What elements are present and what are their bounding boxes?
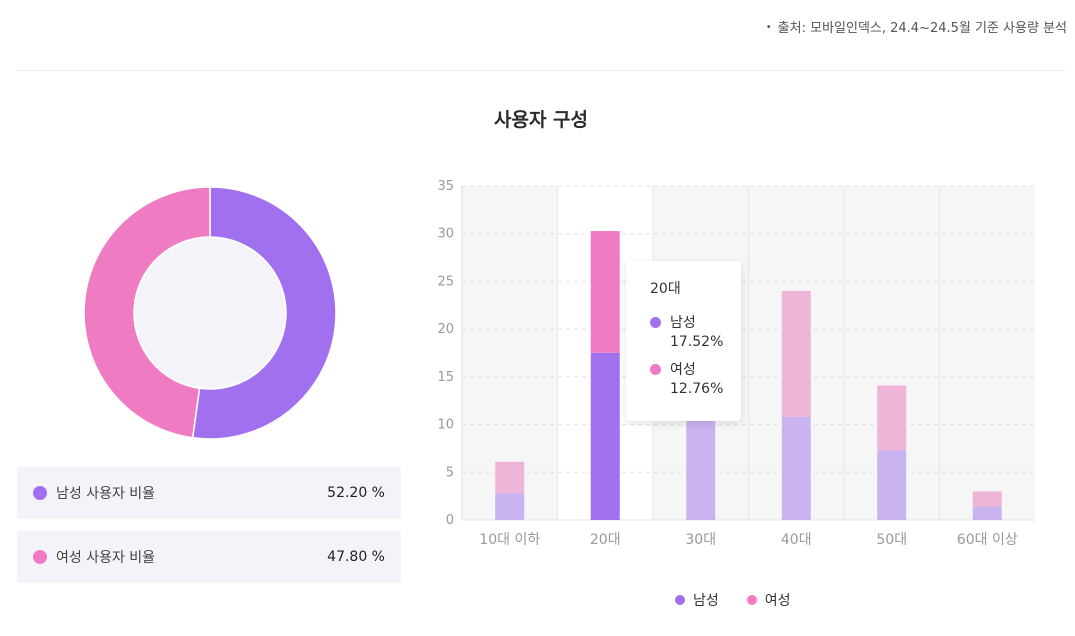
bar-male-6[interactable] bbox=[972, 506, 1002, 520]
bar-female-2[interactable] bbox=[590, 231, 620, 353]
bar-female-6[interactable] bbox=[972, 491, 1002, 507]
x-tick-label: 10대 이하 bbox=[479, 532, 540, 548]
tooltip-male-value: 17.52% bbox=[670, 334, 724, 350]
divider bbox=[17, 70, 1065, 71]
tooltip-row-female: 여성 bbox=[650, 359, 741, 379]
y-tick-label: 30 bbox=[437, 227, 454, 242]
gender-donut-chart bbox=[83, 186, 337, 440]
male-ratio-box: 남성 사용자 비율 52.20 % bbox=[17, 467, 401, 519]
legend-item-female[interactable]: 여성 bbox=[746, 590, 791, 610]
bar-male-1[interactable] bbox=[495, 493, 525, 520]
bar-male-3[interactable] bbox=[686, 403, 716, 520]
bar-female-1[interactable] bbox=[495, 461, 525, 494]
male-ratio-value: 52.20 % bbox=[327, 485, 385, 501]
bar-female-5[interactable] bbox=[877, 385, 907, 451]
source-text: 출처: 모바일인덱스, 24.4~24.5월 기준 사용량 분석 bbox=[777, 21, 1067, 36]
legend-male-label: 남성 bbox=[693, 593, 719, 609]
y-tick-label: 10 bbox=[437, 418, 454, 433]
donut-hole bbox=[135, 238, 285, 388]
male-legend-dot bbox=[33, 486, 47, 500]
bar-male-5[interactable] bbox=[877, 450, 907, 520]
chart-legend: 남성 여성 bbox=[675, 590, 819, 610]
y-tick-label: 35 bbox=[437, 179, 454, 194]
legend-female-dot bbox=[746, 595, 757, 605]
tooltip-title: 20대 bbox=[650, 281, 681, 297]
age-bar-chart: 0 5 10 15 20 25 30 35 10대 이하 20대 30대 40대 50대 60대 이상 bbox=[437, 179, 1035, 548]
y-tick-label: 20 bbox=[437, 322, 454, 337]
source-bullet: • bbox=[765, 22, 772, 33]
female-ratio-value: 47.80 % bbox=[327, 549, 385, 565]
legend-male-dot bbox=[675, 595, 685, 605]
male-ratio-label: 남성 사용자 비율 bbox=[56, 486, 156, 502]
y-tick-label: 15 bbox=[437, 370, 454, 385]
x-tick-label: 30대 bbox=[685, 532, 716, 548]
bar-female-4[interactable] bbox=[781, 290, 811, 417]
bar-male-2[interactable] bbox=[590, 352, 620, 520]
x-tick-label: 50대 bbox=[876, 532, 907, 548]
x-tick-label: 60대 이상 bbox=[957, 532, 1018, 548]
female-ratio-box: 여성 사용자 비율 47.80 % bbox=[17, 531, 401, 583]
bar-male-4[interactable] bbox=[781, 416, 811, 520]
tooltip-male-label: 남성 bbox=[670, 315, 696, 331]
donut-slice-female[interactable] bbox=[83, 186, 211, 439]
x-tick-label: 20대 bbox=[590, 532, 621, 548]
tooltip-female-label: 여성 bbox=[670, 362, 696, 378]
source-note: • 출처: 모바일인덱스, 24.4~24.5월 기준 사용량 분석 bbox=[766, 17, 1067, 36]
legend-female-label: 여성 bbox=[764, 593, 791, 609]
y-tick-label: 25 bbox=[437, 274, 454, 289]
section-title: 사용자 구성 bbox=[493, 109, 588, 131]
tooltip-female-dot bbox=[650, 363, 661, 375]
female-legend-dot bbox=[33, 550, 47, 564]
tooltip-female-value: 12.76% bbox=[670, 381, 724, 397]
donut-slice-male[interactable] bbox=[191, 186, 337, 440]
chart-tooltip: 20대 남성 17.52% 여성 12.76% bbox=[626, 261, 741, 421]
tooltip-male-dot bbox=[650, 316, 661, 328]
y-tick-label: 5 bbox=[446, 465, 454, 480]
x-tick-label: 40대 bbox=[781, 532, 812, 548]
legend-item-male[interactable]: 남성 bbox=[675, 590, 719, 610]
tooltip-row-male: 남성 bbox=[650, 312, 741, 332]
y-tick-label: 0 bbox=[446, 513, 454, 528]
female-ratio-label: 여성 사용자 비율 bbox=[56, 550, 156, 566]
